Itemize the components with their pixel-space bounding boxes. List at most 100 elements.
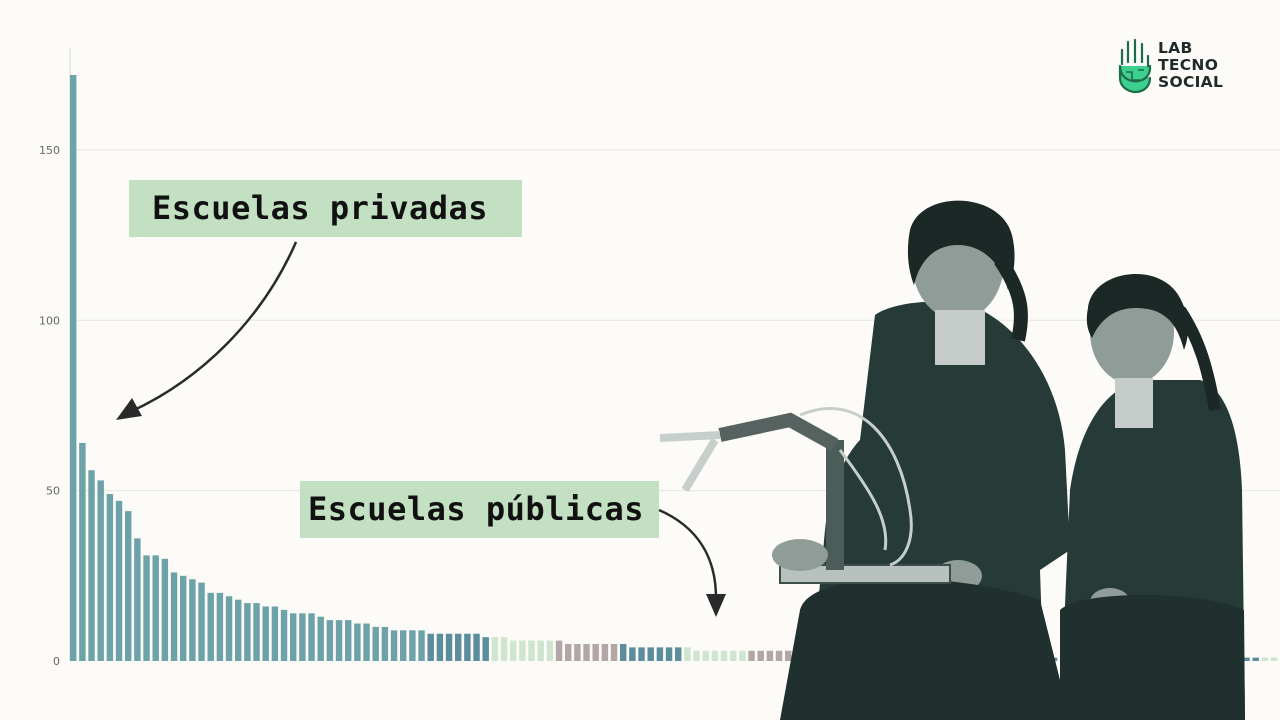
private-school-bar [225,596,233,661]
y-axis-ticks: 0 50 100 150 [39,144,60,668]
private-school-bar [262,606,269,661]
public-school-bar [730,650,737,661]
private-school-bar [418,630,425,661]
hand-logo-icon [1118,38,1152,94]
public-arrowhead [706,594,726,617]
private-school-bar [244,603,251,661]
public-school-bar [775,650,783,661]
private-school-bar [125,511,132,661]
public-school-bar [464,633,471,661]
public-school-bar [739,650,746,661]
private-school-bar [299,613,306,661]
private-school-bar [280,609,288,661]
lab-tecno-social-logo: LAB TECNO SOCIAL [1116,38,1236,98]
private-school-bar [79,442,86,661]
private-school-bar [290,613,297,661]
public-school-bar [1252,657,1259,661]
public-school-bar [720,650,728,661]
public-school-bar [702,650,709,661]
y-tick-label: 150 [39,144,60,157]
y-tick-label: 0 [53,655,60,668]
public-school-bar [583,643,590,661]
public-school-bar [693,650,700,661]
private-school-bar [161,558,169,661]
public-school-bar [1270,657,1278,661]
private-school-bar [115,500,123,661]
private-school-bar [88,470,95,661]
public-school-bar [592,643,599,661]
public-school-bar [1243,657,1250,661]
students-photo [659,200,1245,720]
private-school-bar [198,582,205,661]
public-school-bar [711,650,719,661]
public-school-bar [528,640,535,661]
public-arrow [658,508,718,599]
public-school-bar [601,643,609,661]
private-schools-label: Escuelas privadas [129,180,522,237]
public-school-bar [445,633,453,661]
public-school-bar [574,643,581,661]
public-school-bar [647,647,654,661]
public-school-bar [455,633,462,661]
private-school-bar [390,630,398,661]
private-school-bar [216,592,224,661]
private-school-bar [345,620,352,661]
public-school-bar [436,633,444,661]
private-school-bar [335,620,343,661]
students-photo-figures [659,200,1245,720]
private-school-bar [381,626,389,661]
private-school-bar [372,626,379,661]
private-school-bar [271,606,279,661]
public-school-bar [546,640,554,661]
private-school-bar [134,538,141,661]
private-school-bar [363,623,370,661]
private-school-bar [70,75,77,661]
public-school-bar [766,650,774,661]
public-school-bar [519,640,526,661]
private-school-bar [253,603,260,661]
public-school-bar [656,647,664,661]
private-school-bar [180,575,187,661]
private-school-bar [189,579,196,661]
private-school-bar [308,613,315,661]
public-school-bar [757,650,764,661]
private-school-bar [106,494,114,661]
public-school-bar [427,633,434,661]
logo-wordmark: LAB TECNO SOCIAL [1158,40,1223,91]
public-school-bar [785,650,792,661]
logo-line-3: SOCIAL [1158,73,1224,91]
public-school-bar [684,647,691,661]
private-school-bar [207,592,214,661]
private-school-bar [409,630,416,661]
private-school-bar [235,599,242,661]
private-arrowhead [116,398,142,420]
public-school-bar [620,643,627,661]
y-tick-label: 50 [46,485,60,498]
private-school-bar [97,480,104,661]
public-school-bar [610,643,618,661]
public-school-bar [629,647,636,661]
private-school-bar [152,555,159,661]
private-school-bar [326,620,334,661]
public-school-bar [482,637,489,661]
public-school-bar [638,647,645,661]
bars-layer [70,75,1278,661]
public-school-bar [555,640,563,661]
public-school-bar [665,647,673,661]
logo-line-2: TECNO [1158,56,1219,74]
public-school-bar [675,647,682,661]
public-school-bar [565,643,572,661]
public-school-bar [500,637,508,661]
public-school-bar [537,640,544,661]
public-schools-label: Escuelas públicas [300,481,659,538]
public-school-bar [510,640,517,661]
private-school-bar [400,630,407,661]
private-arrow [129,241,298,414]
private-school-bar [170,572,178,661]
y-tick-label: 100 [39,314,60,327]
private-school-bar [354,623,361,661]
private-school-bar [143,555,150,661]
public-school-bar [1261,657,1269,661]
